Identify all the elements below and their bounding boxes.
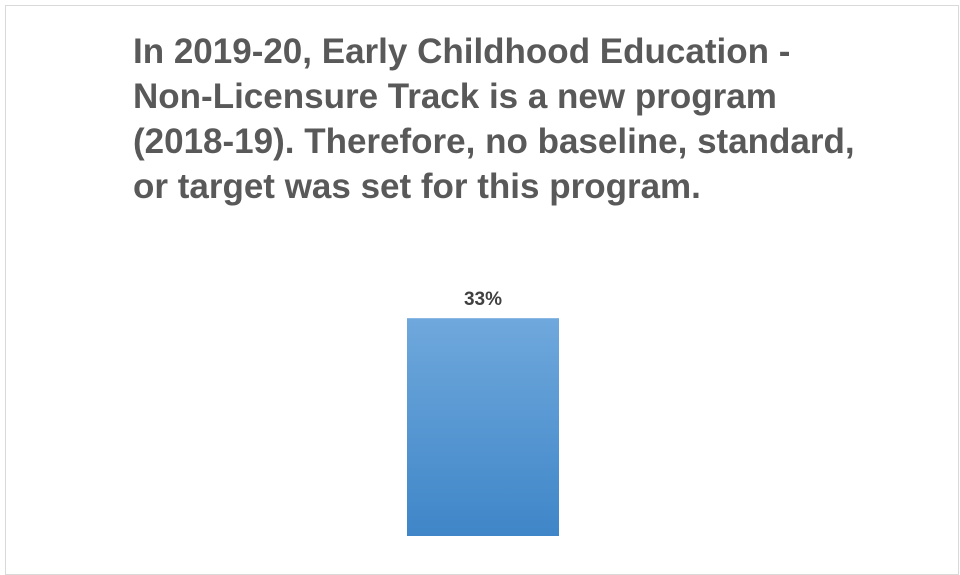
chart-plot-area: 33%	[407, 289, 559, 536]
bar-series: 33%	[407, 289, 559, 536]
bar-data-label: 33%	[464, 289, 502, 310]
bar	[407, 318, 559, 536]
chart-title: In 2019-20, Early Childhood Education - …	[133, 32, 855, 206]
